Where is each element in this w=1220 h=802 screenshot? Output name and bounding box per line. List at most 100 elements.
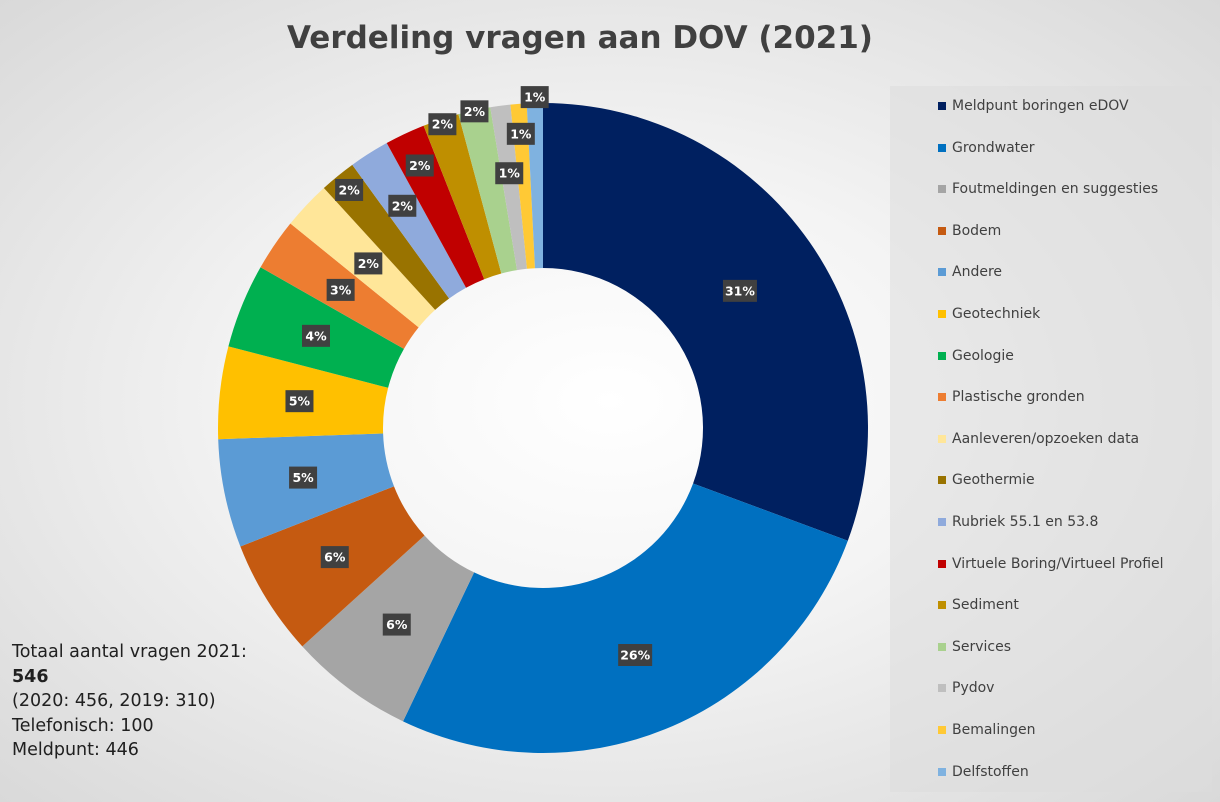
legend-label: Grondwater — [952, 139, 1035, 156]
legend-swatch — [938, 726, 946, 734]
legend-item: Virtuele Boring/Virtueel Profiel — [938, 556, 1164, 572]
legend-item: Plastische gronden — [938, 389, 1085, 405]
note-line: Meldpunt: 446 — [12, 740, 139, 760]
legend-swatch — [938, 226, 946, 235]
data-label: 5% — [289, 466, 318, 489]
legend-swatch — [938, 767, 946, 776]
svg-text:5%: 5% — [289, 394, 311, 409]
data-label: 2% — [335, 178, 364, 201]
legend-label: Rubriek 55.1 en 53.8 — [952, 514, 1099, 530]
data-label: 2% — [405, 154, 434, 177]
data-label: 31% — [722, 279, 757, 302]
svg-text:2%: 2% — [358, 256, 380, 271]
legend-label: Services — [952, 638, 1012, 655]
svg-text:2%: 2% — [339, 182, 361, 197]
svg-text:3%: 3% — [330, 282, 352, 297]
legend-swatch — [938, 684, 946, 693]
data-label: 4% — [301, 324, 330, 347]
svg-text:5%: 5% — [292, 470, 314, 485]
legend-swatch — [938, 434, 946, 443]
donut-slice — [458, 107, 518, 274]
legend-swatch — [938, 185, 946, 194]
legend-swatch — [938, 393, 946, 402]
donut-slice — [352, 143, 467, 299]
legend-label: Sediment — [952, 597, 1019, 614]
legend-label: Virtuele Boring/Virtueel Profiel — [952, 555, 1164, 572]
svg-text:1%: 1% — [510, 126, 532, 141]
legend-swatch — [938, 476, 946, 485]
legend-item: Meldpunt boringen eDOV — [938, 98, 1129, 114]
legend-label: Geotechniek — [952, 306, 1041, 322]
svg-text:6%: 6% — [386, 617, 408, 632]
legend-item: Sediment — [938, 597, 1019, 613]
svg-text:1%: 1% — [499, 166, 521, 181]
legend-label: Meldpunt boringen eDOV — [952, 98, 1129, 114]
legend-item: Grondwater — [938, 140, 1035, 156]
legend-label: Delfstoffen — [952, 763, 1029, 780]
data-label: 6% — [382, 613, 411, 636]
donut-slice — [490, 104, 527, 271]
data-label: 5% — [285, 390, 314, 413]
data-label: 1% — [495, 162, 524, 185]
note-line: Telefonisch: 100 — [12, 715, 154, 736]
donut-slice — [423, 114, 502, 280]
totals-note: Totaal aantal vragen 2021: 546 (2020: 45… — [12, 640, 247, 763]
legend-label: Andere — [952, 264, 1003, 281]
donut-slice — [403, 483, 848, 753]
legend-label: Foutmeldingen en suggesties — [952, 181, 1159, 198]
svg-text:2%: 2% — [432, 117, 454, 132]
legend-swatch — [938, 559, 946, 568]
legend-swatch — [938, 102, 946, 110]
data-label: 26% — [618, 644, 653, 667]
legend-item: Rubriek 55.1 en 53.8 — [938, 514, 1098, 530]
note-total: 546 — [12, 666, 49, 687]
data-label: 2% — [354, 252, 383, 275]
legend-swatch — [938, 310, 946, 318]
svg-text:6%: 6% — [324, 550, 346, 565]
legend-item: Geologie — [938, 348, 1014, 364]
legend-label: Geologie — [952, 347, 1014, 364]
data-label: 3% — [326, 278, 355, 301]
legend-item: Delfstoffen — [938, 764, 1029, 780]
legend-item: Services — [938, 639, 1011, 655]
svg-text:31%: 31% — [725, 283, 755, 298]
legend-item: Bodem — [938, 223, 1001, 239]
legend-item: Andere — [938, 264, 1002, 280]
donut-slice — [218, 433, 395, 547]
legend-label: Plastische gronden — [952, 389, 1085, 406]
data-label: 1% — [520, 86, 549, 109]
svg-text:1%: 1% — [524, 90, 546, 105]
legend-swatch — [938, 601, 946, 610]
note-line: Totaal aantal vragen 2021: — [12, 642, 247, 662]
legend: Meldpunt boringen eDOV Grondwater Foutmeld… — [890, 86, 1212, 792]
legend-label: Bemalingen — [952, 722, 1036, 738]
legend-item: Geothermie — [938, 472, 1035, 488]
legend-label: Geothermie — [952, 472, 1035, 489]
donut-slice — [323, 164, 450, 310]
note-line: (2020: 456, 2019: 310) — [12, 691, 216, 711]
data-label: 2% — [460, 100, 489, 123]
svg-text:4%: 4% — [305, 328, 327, 343]
legend-label: Pydov — [952, 680, 995, 697]
legend-swatch — [938, 143, 946, 152]
legend-swatch — [938, 642, 946, 651]
legend-item: Aanleveren/opzoeken data — [938, 431, 1139, 447]
svg-text:2%: 2% — [464, 104, 486, 119]
svg-text:26%: 26% — [620, 648, 650, 663]
data-label: 6% — [320, 546, 349, 569]
legend-item: Geotechniek — [938, 306, 1040, 322]
svg-text:2%: 2% — [409, 158, 431, 173]
legend-item: Bemalingen — [938, 722, 1035, 738]
donut-slice — [543, 103, 868, 541]
legend-label: Bodem — [952, 222, 1002, 239]
legend-label: Aanleveren/opzoeken data — [952, 430, 1140, 447]
data-label: 2% — [428, 113, 457, 136]
svg-text:2%: 2% — [392, 198, 414, 213]
legend-swatch — [938, 518, 946, 526]
legend-swatch — [938, 351, 946, 360]
data-label: 2% — [388, 194, 417, 217]
data-label: 1% — [506, 122, 535, 145]
legend-item: Foutmeldingen en suggesties — [938, 181, 1158, 197]
chart-title: Verdeling vragen aan DOV (2021) — [287, 20, 873, 56]
